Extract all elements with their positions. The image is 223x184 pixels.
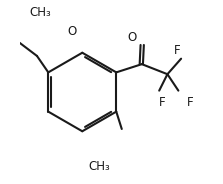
Text: F: F xyxy=(158,95,165,109)
Text: CH₃: CH₃ xyxy=(29,6,51,19)
Text: CH₃: CH₃ xyxy=(89,160,111,173)
Text: O: O xyxy=(68,25,77,38)
Text: O: O xyxy=(127,31,136,44)
Text: F: F xyxy=(187,95,193,109)
Text: F: F xyxy=(174,44,181,57)
